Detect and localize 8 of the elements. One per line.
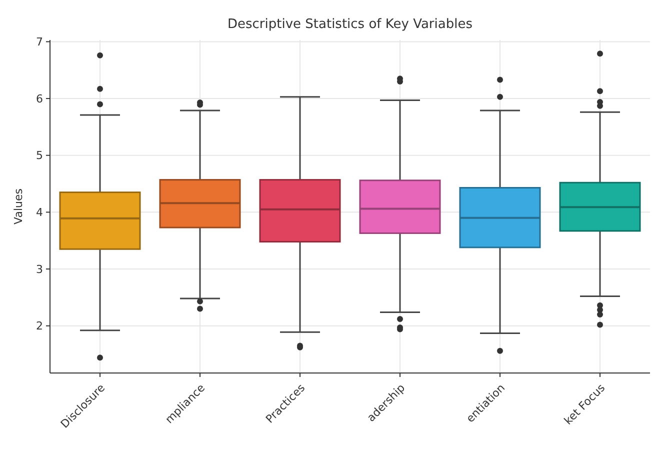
y-tick-label: 2 (36, 320, 43, 333)
y-tick-label: 7 (36, 36, 43, 49)
y-tick-label: 6 (36, 92, 43, 106)
y-tick-label: 5 (36, 149, 43, 162)
y-tick-label: 3 (36, 262, 43, 276)
y-axis-title: Values (12, 188, 25, 224)
chart-title: Descriptive Statistics of Key Variables (227, 17, 473, 32)
y-tick-label: 4 (36, 206, 43, 220)
